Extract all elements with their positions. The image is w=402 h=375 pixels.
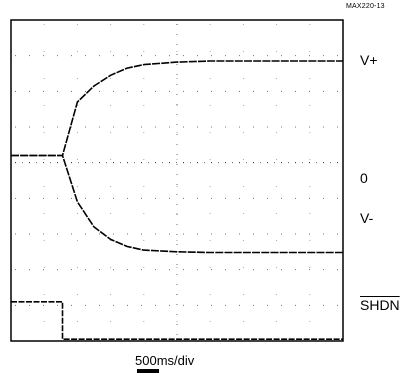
v-plus-trace — [11, 60, 343, 157]
shdn-trace — [11, 301, 343, 340]
shdn-label: SHDN — [360, 297, 400, 313]
v-plus-label: V+ — [360, 52, 378, 68]
v-minus-label: V- — [360, 210, 374, 226]
figure-id: MAX220-13 — [346, 3, 385, 10]
v-minus-trace — [11, 154, 343, 254]
plot-frame — [10, 19, 344, 342]
zero-label: 0 — [360, 170, 368, 186]
time-scale-bar — [137, 369, 159, 373]
x-axis-label: 500ms/div — [135, 353, 195, 368]
